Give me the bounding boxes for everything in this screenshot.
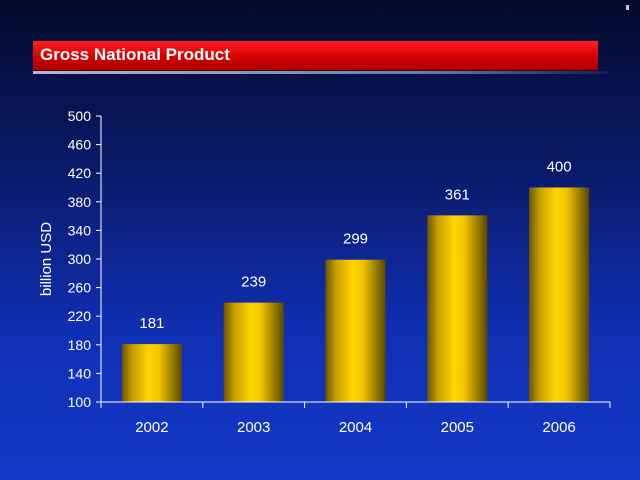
y-tick-label: 340 [68,222,92,238]
data-label-2005: 361 [445,186,470,203]
y-tick-label: 260 [68,280,92,296]
bar-2004 [325,259,386,402]
data-label-2002: 181 [139,315,164,332]
y-tick-label: 300 [68,251,92,267]
x-tick-label-2004: 2004 [339,419,372,436]
bar-2002 [121,344,182,402]
y-tick-label: 220 [68,308,92,324]
data-label-2006: 400 [547,159,572,176]
bar-2005 [427,215,488,402]
y-tick-label: 140 [68,365,92,381]
data-label-2003: 239 [241,274,266,291]
y-tick-label: 380 [68,194,92,210]
title-bar: Gross National Product [33,41,598,70]
y-axis-label: billion USD [38,222,55,296]
title-underline [33,71,608,74]
bar-2006 [529,187,590,402]
bar-2003 [223,302,284,402]
chart-title: Gross National Product [40,45,230,64]
y-tick-label: 460 [68,137,92,153]
x-tick-label-2006: 2006 [542,419,575,436]
y-tick-label: 500 [68,108,92,124]
data-label-2004: 299 [343,231,368,248]
x-tick-label-2005: 2005 [441,419,474,436]
y-tick-label: 100 [68,394,92,410]
corner-mark [626,5,629,10]
y-tick-label: 420 [68,165,92,181]
x-tick-label-2003: 2003 [237,419,270,436]
x-tick-label-2002: 2002 [135,419,168,436]
y-tick-label: 180 [68,337,92,353]
